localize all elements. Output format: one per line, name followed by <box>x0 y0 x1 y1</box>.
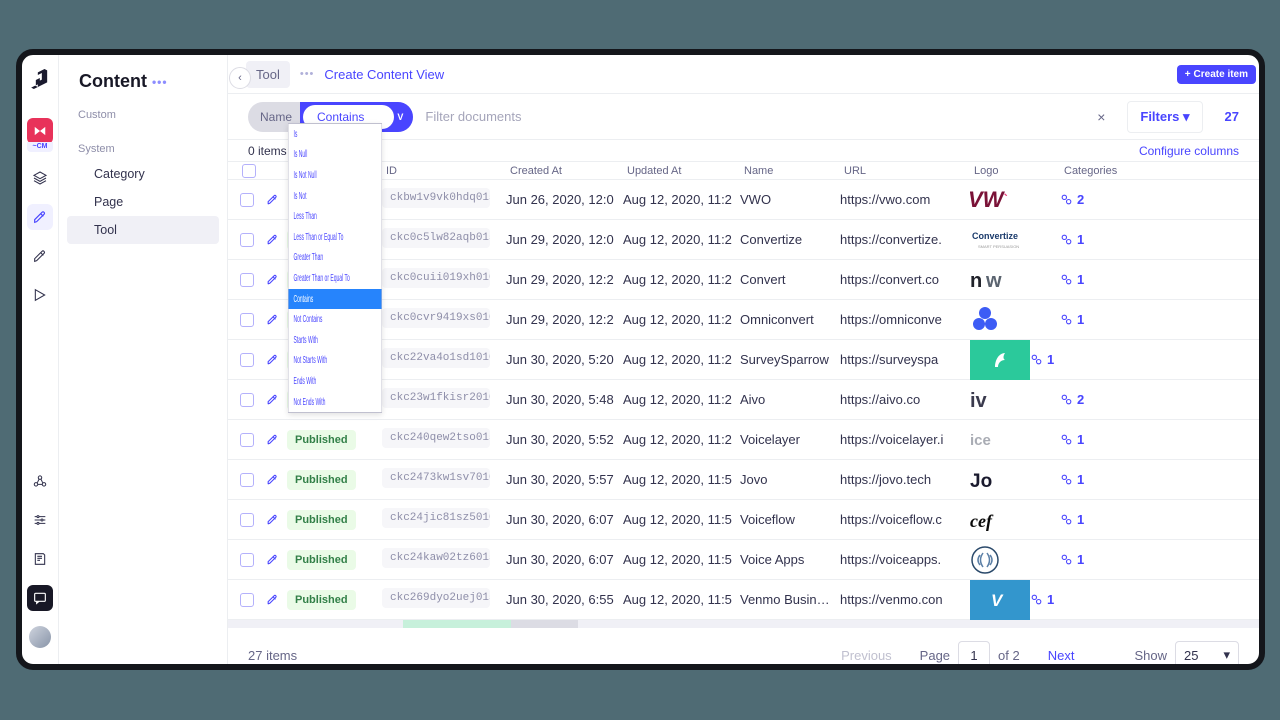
svg-text:w: w <box>985 270 1002 292</box>
svg-text:`: ` <box>1002 191 1008 207</box>
svg-text:cef: cef <box>970 511 994 531</box>
svg-text:Convertize: Convertize <box>972 231 1018 241</box>
svg-text:VW: VW <box>970 187 1006 212</box>
svg-text:ice: ice <box>970 432 991 449</box>
svg-text:SMART PERSUASION: SMART PERSUASION <box>978 244 1019 249</box>
svg-text:V: V <box>991 591 1004 610</box>
svg-text:n: n <box>970 270 982 292</box>
svg-text:Jo: Jo <box>970 471 992 492</box>
svg-text:iv: iv <box>970 390 988 412</box>
